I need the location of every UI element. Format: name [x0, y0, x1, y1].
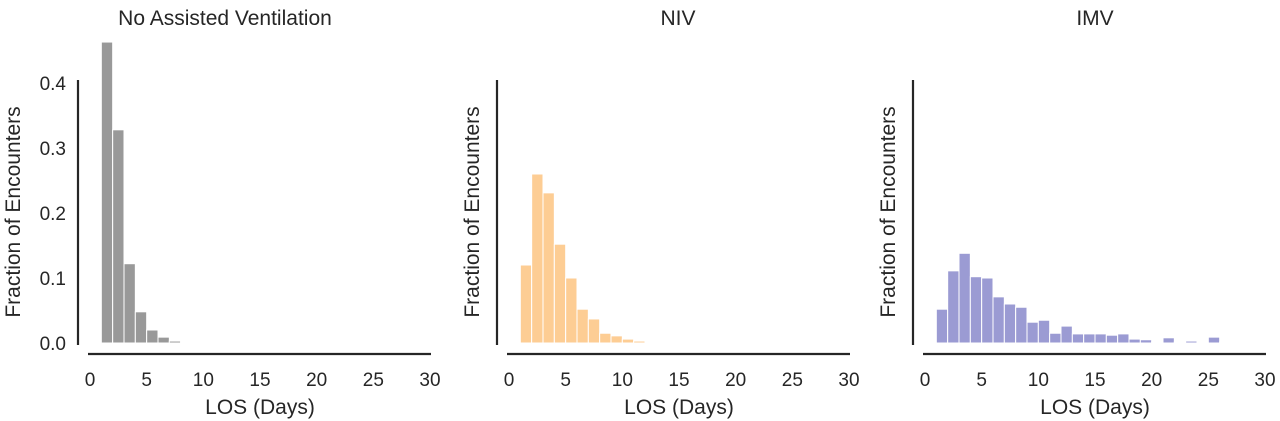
panel-imv: IMV 0 5 10 15 20 25 30 LOS (Days) Fraction of Enc…: [877, 7, 1276, 419]
histogram-bar: [112, 129, 125, 344]
x-axis-label: LOS (Days): [1040, 396, 1150, 419]
histogram-bar: [610, 335, 623, 344]
x-tick-label: 15: [1084, 370, 1105, 391]
histogram-bar: [146, 329, 159, 344]
x-tick-label: 5: [141, 370, 152, 391]
x-tick-label: 10: [612, 370, 633, 391]
histogram-bar: [1196, 341, 1209, 344]
x-tick-label: 0: [85, 370, 96, 391]
histogram-bar: [1105, 334, 1119, 344]
histogram-bar: [1083, 333, 1096, 344]
x-tick-label: 10: [1028, 370, 1049, 391]
histogram-bar: [621, 338, 635, 344]
histogram-bar: [1037, 319, 1051, 344]
histogram-bar: [1049, 332, 1062, 344]
histogram-bar: [553, 243, 567, 344]
y-tick-label: 0.4: [40, 74, 67, 95]
y-tick-label: 0.1: [40, 269, 66, 290]
histogram-bar: [1094, 333, 1107, 344]
y-tick-label: 0.2: [40, 204, 66, 225]
histogram-bar: [519, 264, 533, 344]
histogram-bar: [1139, 339, 1153, 344]
histogram-bar: [180, 341, 193, 344]
x-tick-label: 30: [419, 370, 440, 391]
histogram-bar: [1207, 336, 1221, 344]
histogram-bar: [1026, 321, 1039, 344]
x-tick-label: 15: [668, 370, 689, 391]
histogram-bar: [587, 318, 601, 344]
panel-no-assisted-ventilation: No Assisted Ventilation 0.0 0.1 0.2 0.3 0.4 0 5…: [2, 7, 441, 419]
x-tick-label: 25: [782, 370, 803, 391]
histogram-bar: [1219, 341, 1232, 344]
histogram-bar: [958, 252, 971, 344]
histogram-bar: [599, 332, 612, 344]
x-tick-label: 30: [838, 370, 859, 391]
histogram-bar: [1151, 341, 1164, 344]
x-tick-label: 30: [1254, 370, 1275, 391]
histogram-bar: [1015, 306, 1028, 344]
histogram-bar: [123, 263, 136, 344]
histogram-bar: [1117, 333, 1130, 344]
x-tick-label: 0: [504, 370, 515, 391]
histogram-bar: [1162, 337, 1175, 344]
histogram-bar: [191, 341, 204, 344]
y-axis-label: Fraction of Encounters: [2, 106, 25, 317]
histogram-bar: [1230, 341, 1243, 344]
histogram-bar: [981, 277, 994, 344]
histogram-bar: [531, 173, 544, 344]
x-axis-label: LOS (Days): [205, 396, 315, 419]
histogram-bar: [633, 340, 646, 344]
y-tick-label: 0.3: [40, 139, 66, 160]
histogram-bar: [1241, 341, 1255, 344]
x-tick-label: 25: [1198, 370, 1219, 391]
x-tick-label: 20: [306, 370, 327, 391]
histogram-bar: [1173, 341, 1187, 344]
histogram-bar: [100, 41, 114, 344]
histogram-bar: [1060, 325, 1073, 344]
x-tick-label: 25: [363, 370, 384, 391]
histogram-bar: [644, 341, 657, 344]
x-tick-label: 0: [920, 370, 931, 391]
histogram-bar: [1003, 303, 1017, 344]
y-tick-label: 0.0: [40, 334, 66, 355]
histogram-bar: [157, 336, 170, 344]
x-tick-label: 5: [976, 370, 987, 391]
y-axis-label: Fraction of Encounters: [877, 106, 900, 317]
histogram-bar: [947, 270, 960, 344]
panel-title: IMV: [1076, 7, 1113, 30]
histogram-bar: [565, 277, 578, 344]
y-axis-label: Fraction of Encounters: [461, 106, 484, 317]
x-tick-label: 15: [249, 370, 270, 391]
histogram-bar: [935, 308, 949, 344]
panel-niv: NIV 0 5 10 15 20 25 30 LOS (Days) Fraction of Enc…: [461, 7, 860, 419]
histogram-bar: [969, 276, 983, 344]
histogram-bar: [542, 192, 555, 344]
x-tick-label: 5: [560, 370, 571, 391]
histogram-bar: [1128, 338, 1141, 344]
histogram-bar: [1071, 333, 1085, 344]
histogram-bar: [992, 296, 1005, 344]
x-tick-label: 20: [725, 370, 746, 391]
histogram-bar: [1253, 341, 1266, 344]
x-axis-label: LOS (Days): [624, 396, 734, 419]
histogram-bar: [1185, 340, 1198, 344]
histogram-bar: [134, 311, 148, 344]
panel-title: NIV: [660, 7, 695, 30]
x-tick-label: 20: [1141, 370, 1162, 391]
panel-title: No Assisted Ventilation: [118, 7, 332, 30]
x-tick-label: 10: [193, 370, 214, 391]
histogram-bar: [168, 340, 182, 344]
histogram-bar: [576, 308, 589, 344]
